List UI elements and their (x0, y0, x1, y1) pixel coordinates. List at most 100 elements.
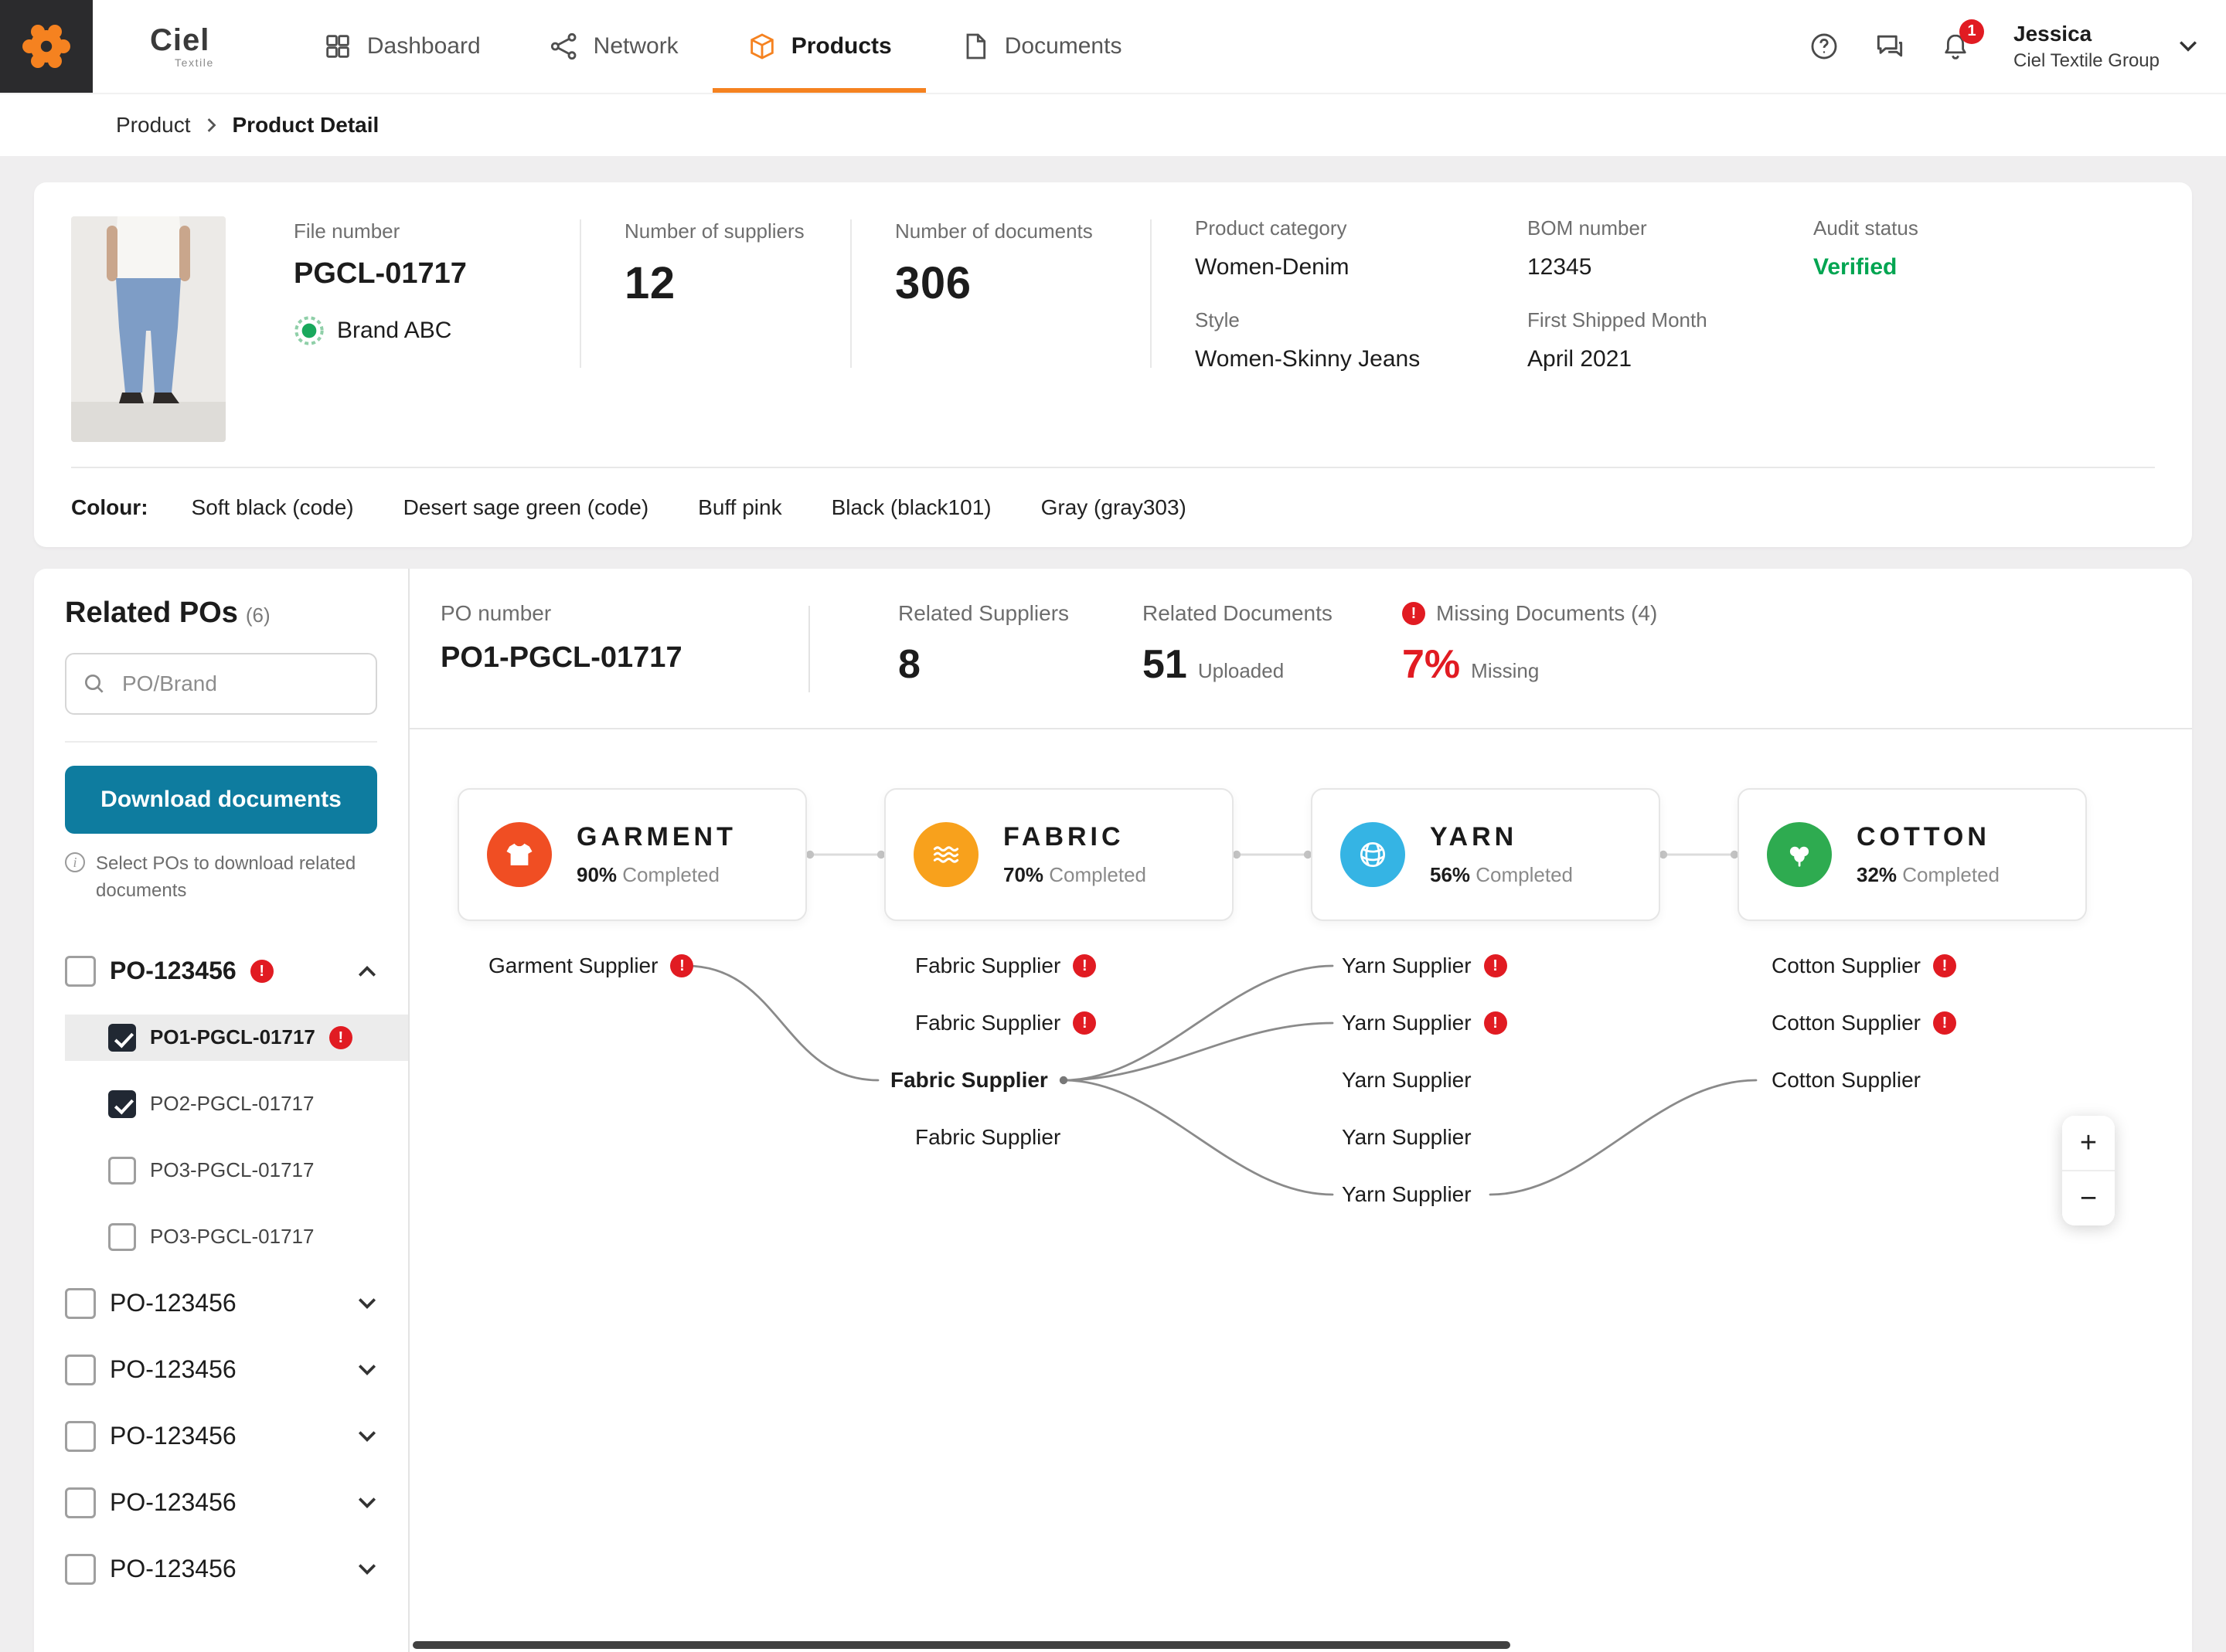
stage-card-cotton[interactable]: COTTON 32% Completed (1738, 788, 2087, 921)
supplier-node-yarn[interactable]: Yarn Supplier ! (1342, 953, 1507, 978)
file-number-label: File number (294, 219, 400, 243)
stage-card-fabric[interactable]: FABRIC 70% Completed (884, 788, 1234, 921)
app-logo[interactable] (0, 0, 93, 93)
colour-item: Gray (gray303) (1040, 495, 1186, 519)
top-nav: Ciel Textile Dashboard Network (0, 0, 2226, 93)
colour-row: Colour: Soft black (code) Desert sage gr… (71, 467, 2155, 547)
help-button[interactable] (1808, 30, 1840, 63)
stage-pct-suffix: Completed (1049, 863, 1147, 886)
stage-pct: 56% (1430, 863, 1471, 886)
po-checkbox[interactable] (65, 1487, 96, 1518)
supplier-node-cotton[interactable]: Cotton Supplier (1772, 1068, 1921, 1093)
related-documents-value: 51 (1142, 642, 1187, 687)
style-value: Women-Skinny Jeans (1195, 346, 1421, 372)
related-pos-sidebar: Related POs (6) Download documents i Sele… (34, 569, 410, 1652)
supplier-node-garment[interactable]: Garment Supplier ! (488, 953, 694, 978)
po-group-row[interactable]: PO-123456 (65, 1280, 377, 1327)
stage-card-yarn[interactable]: YARN 56% Completed (1311, 788, 1660, 921)
po-group-label: PO-123456 (110, 957, 237, 985)
documents-icon (960, 31, 991, 62)
divider (2062, 1170, 2115, 1171)
notifications-button[interactable]: 1 (1939, 19, 1985, 63)
stage-pct-suffix: Completed (1475, 863, 1574, 886)
related-suppliers-value: 8 (898, 642, 921, 687)
chevron-down-icon[interactable] (357, 1562, 377, 1576)
po-checkbox[interactable] (65, 1553, 96, 1585)
chevron-down-icon[interactable] (357, 1429, 377, 1443)
supplier-node-yarn[interactable]: Yarn Supplier ! (1342, 1011, 1507, 1035)
main-nav: Dashboard Network Products (288, 0, 1156, 93)
alert-icon: ! (1483, 954, 1507, 977)
alert-icon: ! (1933, 954, 1957, 977)
po-group-row[interactable]: PO-123456 (65, 1347, 377, 1393)
po-checkbox[interactable] (108, 1156, 136, 1185)
chevron-up-icon[interactable] (357, 964, 377, 978)
supplier-node-fabric[interactable]: Fabric Supplier ! (915, 1011, 1097, 1035)
supplier-label: Fabric Supplier (915, 953, 1061, 977)
po-number-value: PO1-PGCL-01717 (441, 641, 682, 674)
product-summary-card: File number PGCL-01717 Brand ABC Number … (34, 182, 2192, 547)
breadcrumb-separator-icon (206, 117, 217, 134)
po-checkbox[interactable] (65, 1287, 96, 1319)
product-image (71, 216, 226, 442)
stage-card-garment[interactable]: GARMENT 90% Completed (458, 788, 807, 921)
stage-pct: 32% (1857, 863, 1898, 886)
zoom-in-button[interactable]: + (2062, 1116, 2115, 1170)
po-checkbox[interactable] (65, 1354, 96, 1385)
supplier-node-fabric[interactable]: Fabric Supplier (915, 1125, 1060, 1150)
alert-icon: ! (1933, 1011, 1957, 1035)
audit-status-block: Audit status Verified (1813, 216, 2155, 280)
supplier-node-cotton[interactable]: Cotton Supplier ! (1772, 1011, 1957, 1035)
supplier-node-yarn[interactable]: Yarn Supplier (1342, 1125, 1472, 1150)
supplier-node-fabric[interactable]: Fabric Supplier ! (915, 953, 1097, 978)
divider (580, 219, 581, 368)
supplier-node-yarn[interactable]: Yarn Supplier (1342, 1182, 1472, 1207)
user-menu[interactable]: Jessica Ciel Textile Group (2013, 20, 2198, 73)
nav-label: Network (593, 33, 679, 59)
po-child-row[interactable]: PO2-PGCL-01717 (65, 1081, 408, 1127)
notification-badge: 1 (1959, 19, 1985, 44)
po-checkbox[interactable] (108, 1222, 136, 1251)
garment-icon (487, 822, 552, 887)
alert-icon: ! (1483, 1011, 1507, 1035)
related-suppliers-label: Related Suppliers (898, 601, 1070, 625)
po-checkbox[interactable] (65, 1420, 96, 1452)
supplier-label: Cotton Supplier (1772, 953, 1921, 977)
po-search-input[interactable] (65, 653, 377, 715)
breadcrumb-parent[interactable]: Product (116, 113, 191, 137)
po-child-row[interactable]: PO3-PGCL-01717 (65, 1147, 408, 1194)
sidebar-title-row: Related POs (6) (65, 597, 377, 630)
zoom-out-button[interactable]: − (2062, 1171, 2115, 1225)
po-checkbox-checked[interactable] (108, 1023, 136, 1052)
chevron-down-icon[interactable] (357, 1496, 377, 1510)
brand-subtitle: Textile (175, 56, 214, 69)
supplier-node-fabric-selected[interactable]: Fabric Supplier (890, 1068, 1048, 1093)
po-checkbox[interactable] (65, 955, 96, 987)
chevron-down-icon[interactable] (357, 1363, 377, 1377)
nav-item-documents[interactable]: Documents (926, 0, 1156, 93)
brand-wordmark[interactable]: Ciel Textile (150, 25, 214, 68)
supplier-label: Garment Supplier (488, 953, 659, 977)
alert-icon: ! (250, 959, 274, 983)
po-group-row[interactable]: PO-123456 (65, 1480, 377, 1526)
colour-item: Desert sage green (code) (403, 495, 649, 519)
po-child-row[interactable]: PO3-PGCL-01717 (65, 1214, 408, 1260)
supplier-node-yarn[interactable]: Yarn Supplier (1342, 1068, 1472, 1093)
supplier-node-cotton[interactable]: Cotton Supplier ! (1772, 953, 1957, 978)
po-group-row[interactable]: PO-123456 ! (65, 948, 377, 994)
po-group-row[interactable]: PO-123456 (65, 1413, 377, 1460)
download-documents-button[interactable]: Download documents (65, 766, 377, 834)
po-child-label: PO1-PGCL-01717 (150, 1025, 315, 1049)
nav-item-dashboard[interactable]: Dashboard (288, 0, 515, 93)
stage-pct-suffix: Completed (1902, 863, 2000, 886)
po-group-row[interactable]: PO-123456 (65, 1546, 377, 1593)
chevron-down-icon[interactable] (357, 1297, 377, 1310)
po-checkbox-checked[interactable] (108, 1089, 136, 1118)
colour-item: Black (black101) (831, 495, 992, 519)
nav-item-products[interactable]: Products (712, 0, 926, 93)
horizontal-scrollbar[interactable] (413, 1641, 1510, 1649)
nav-item-network[interactable]: Network (515, 0, 713, 93)
messages-button[interactable] (1873, 29, 1907, 63)
po-number-block: PO number PO1-PGCL-01717 (441, 601, 808, 728)
po-child-row[interactable]: PO1-PGCL-01717 ! (65, 1014, 408, 1061)
